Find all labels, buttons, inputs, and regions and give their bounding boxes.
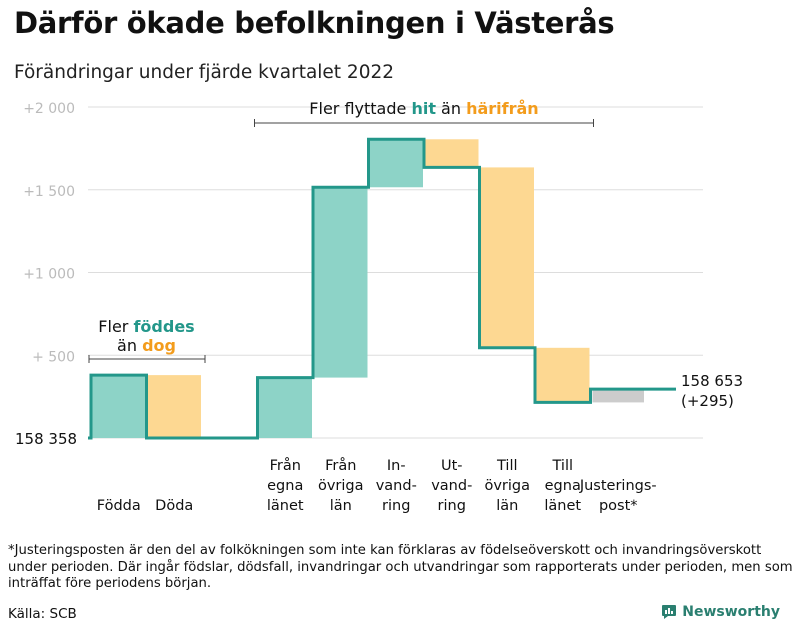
x-label-till-ovriga-lan: Till [496,458,518,474]
x-label-utvandring: ring [438,498,466,514]
bar-fran-egna-lanet [258,377,312,438]
annotation-migration: Fler flyttade hit än härifrån [309,99,538,118]
annotation-births-bracket [88,355,206,363]
newsworthy-logo-icon [662,605,677,619]
annotation-births-line1: Fler föddes [98,317,194,336]
annotation-migration-middle: än [436,99,466,118]
x-label-fran-ovriga-lan: övriga [318,478,364,494]
bar-till-egna-lanet [536,347,590,403]
x-label-till-ovriga-lan: övriga [484,478,530,494]
annotation-births-highlight2: dog [142,336,176,355]
annotation-migration-prefix: Fler flyttade [309,99,411,118]
annotation-births-line2: än dog [117,336,176,355]
x-label-till-egna-lanet: Till [552,458,574,474]
annotation-births-highlight1: föddes [133,317,194,336]
x-label-utvandring: Ut- [441,458,463,474]
x-label-invandring: In- [387,458,406,474]
y-tick-label: +1 500 [23,184,75,200]
bar-fodda [92,375,146,438]
x-label-invandring: ring [382,498,410,514]
x-label-utvandring: vand- [431,478,472,494]
y-tick-label: + 500 [32,349,75,365]
bar-fran-ovriga-lan [314,187,368,378]
annotation-migration-highlight2: härifrån [466,99,539,118]
x-label-invandring: vand- [376,478,417,494]
y-tick-label: +1 000 [23,267,75,283]
bar-utvandring [425,139,479,168]
bar-invandring [369,139,423,188]
cumulative-step-line [88,137,676,440]
bar-doda [147,375,201,438]
x-label-doda: Döda [155,498,193,514]
annotation-births-prefix: Fler [98,317,133,336]
chart-title: Därför ökade befolkningen i Västerås [14,6,615,40]
x-label-fodda: Födda [97,498,141,514]
chart-subtitle: Förändringar under fjärde kvartalet 2022 [14,62,395,83]
y-tick-label: +2 000 [23,101,75,117]
start-value-label: 158 358 [15,430,77,448]
x-label-till-egna-lanet: egna [545,478,581,494]
brand-name: Newsworthy [682,604,780,620]
annotation-migration-highlight1: hit [411,99,436,118]
source: Källa: SCB [8,606,77,622]
x-label-fran-egna-lanet: egna [267,478,303,494]
x-label-fran-egna-lanet: länet [267,498,304,514]
end-change-label: (+295) [681,392,734,410]
annotation-migration-bracket [254,119,594,127]
x-label-fran-egna-lanet: Från [270,457,301,474]
x-label-till-ovriga-lan: län [496,498,518,514]
brand-logo: Newsworthy [661,604,780,620]
footnote: *Justeringsposten är den del av folkökni… [8,543,793,591]
annotation-births-middle: än [117,336,142,355]
x-label-justeringspost: Justerings- [579,478,657,494]
x-label-fran-ovriga-lan: Från [325,457,356,474]
x-label-justeringspost: post* [599,498,638,514]
end-value-label: 158 653 [681,372,743,390]
x-label-till-egna-lanet: länet [544,498,581,514]
bar-till-ovriga-lan [480,167,534,348]
bar-justeringspost [592,389,644,403]
x-label-fran-ovriga-lan: län [330,498,352,514]
